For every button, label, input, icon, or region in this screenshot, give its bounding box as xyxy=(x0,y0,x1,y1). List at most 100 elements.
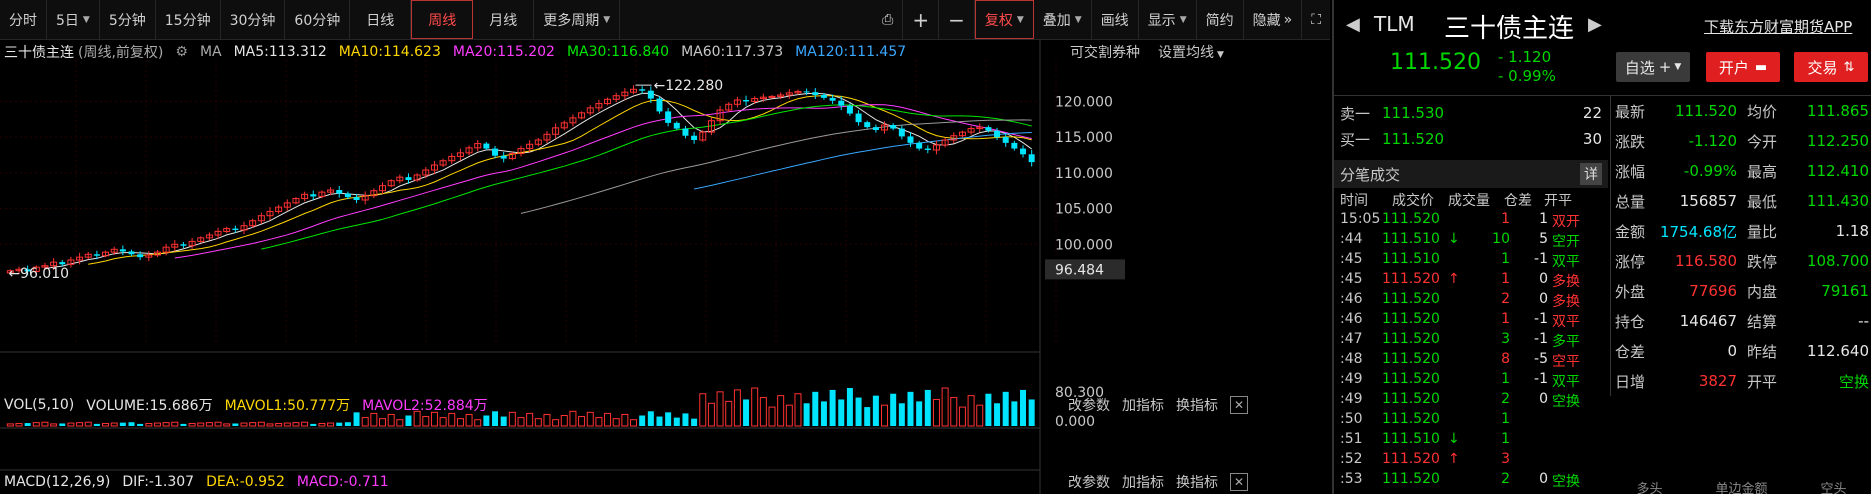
volume-bar xyxy=(318,422,326,427)
trade-button[interactable]: 交易 ⇅ xyxy=(1794,52,1868,82)
candle-body xyxy=(145,254,153,258)
tab-single-side[interactable]: 单边金额 xyxy=(1715,482,1768,494)
tab-fenshi[interactable]: 分时 xyxy=(0,0,47,39)
simple-button[interactable]: 简约 xyxy=(1197,0,1244,39)
volume-bar xyxy=(994,403,1001,426)
ma120-value: MA120:111.457 xyxy=(795,44,907,60)
tick-open-close: 双平 xyxy=(1552,254,1580,270)
candle-body xyxy=(517,148,525,155)
tab-60min[interactable]: 60分钟 xyxy=(285,0,351,39)
tick-row: :48 111.520 8 -5 空平 xyxy=(1334,350,1608,370)
tick-oi-change: -1 xyxy=(1534,251,1548,267)
tick-price: 111.520 xyxy=(1382,371,1440,387)
close-icon[interactable]: ✕ xyxy=(1230,396,1248,414)
kline-chart[interactable]: ←122.280 ←96.010 120.000 115.000 110.000 105… xyxy=(0,40,1330,494)
volume-bar xyxy=(24,423,31,426)
watchlist-label: 自选 xyxy=(1624,58,1655,77)
volume-bar xyxy=(197,422,205,427)
volume-bar xyxy=(500,416,507,426)
volume-bar xyxy=(552,419,560,427)
zoom-out-button[interactable]: − xyxy=(939,0,975,39)
open-account-button[interactable]: 开户 ▬ xyxy=(1706,52,1780,82)
close-icon[interactable]: ✕ xyxy=(1230,473,1248,491)
overlay-button[interactable]: 叠加 ▼ xyxy=(1034,0,1092,39)
gear-icon[interactable]: ⚙ xyxy=(175,44,188,60)
deliverable-bonds-link[interactable]: 可交割券种 xyxy=(1070,45,1140,61)
swap-indicator-button[interactable]: 换指标 xyxy=(1176,398,1218,414)
candle-body xyxy=(699,131,707,141)
candle-body xyxy=(483,143,490,149)
tick-row: :51 111.510 ↓ 1 xyxy=(1334,430,1608,450)
tab-daily[interactable]: 日线 xyxy=(350,0,412,39)
quote-value: 0 xyxy=(1727,342,1737,360)
tick-arrow: ↑ xyxy=(1448,451,1460,467)
draw-line-button[interactable]: 画线 xyxy=(1092,0,1139,39)
tab-long[interactable]: 多头 xyxy=(1636,482,1663,494)
candle-body xyxy=(941,139,949,146)
change-params-button[interactable]: 改参数 xyxy=(1068,398,1110,414)
quote-value: -0.99% xyxy=(1683,162,1737,180)
tick-volume: 1 xyxy=(1501,271,1510,287)
volume-bar xyxy=(396,419,404,427)
tick-oi-change: 5 xyxy=(1539,231,1548,247)
tab-5day[interactable]: 5日 ▼ xyxy=(47,0,100,39)
ma-lines xyxy=(44,92,1032,270)
candle-body xyxy=(214,230,222,236)
quote-key: 最新 xyxy=(1615,102,1646,121)
watchlist-button[interactable]: 自选 + ▼ xyxy=(1616,52,1690,82)
candle-body xyxy=(846,105,853,114)
volume-bar xyxy=(586,411,594,427)
tick-row: :49 111.520 1 -1 双平 xyxy=(1334,370,1608,390)
volume-bar xyxy=(759,397,767,427)
quote-value: 3827 xyxy=(1698,372,1737,390)
zoom-in-button[interactable]: + xyxy=(903,0,940,39)
next-contract-icon[interactable]: ▶ xyxy=(1588,14,1602,35)
tick-price: 111.520 xyxy=(1382,331,1440,347)
candle-body xyxy=(465,147,473,154)
adjust-label: 复权 xyxy=(984,12,1013,29)
swap-indicator-button[interactable]: 换指标 xyxy=(1176,475,1218,491)
tab-30min[interactable]: 30分钟 xyxy=(221,0,286,39)
change-params-button[interactable]: 改参数 xyxy=(1068,475,1110,491)
tab-more-periods[interactable]: 更多周期 ▼ xyxy=(534,0,621,39)
tab-weekly[interactable]: 周线 xyxy=(411,0,474,39)
mavol1-value: MAVOL1:50.777万 xyxy=(224,398,351,414)
tab-5min[interactable]: 5分钟 xyxy=(100,0,156,39)
volume-bar xyxy=(1002,391,1009,426)
candle-body xyxy=(240,225,248,231)
volume-bar xyxy=(924,389,931,426)
chevron-down-icon: ▼ xyxy=(1074,14,1082,25)
quote-value: 77696 xyxy=(1689,282,1737,300)
tick-time: :45 xyxy=(1340,251,1363,267)
volume-bar xyxy=(673,417,680,426)
col-time: 时间 xyxy=(1340,193,1368,209)
candle-body xyxy=(24,269,31,272)
tick-volume: 1 xyxy=(1501,251,1510,267)
candle-body xyxy=(180,244,187,246)
expand-button[interactable]: ⛶ xyxy=(1302,0,1330,39)
ticks-detail-button[interactable]: 详 xyxy=(1580,163,1602,185)
candle-body xyxy=(994,130,1001,138)
hide-button[interactable]: 隐藏» xyxy=(1244,0,1303,39)
ma-label: MA xyxy=(199,44,222,60)
quote-key: 涨跌 xyxy=(1615,132,1646,151)
candle-body xyxy=(838,100,845,106)
add-indicator-button[interactable]: 加指标 xyxy=(1122,475,1164,491)
ma120-line xyxy=(693,132,1032,190)
download-app-link[interactable]: 下载东方财富期货APP xyxy=(1704,18,1853,36)
tab-15min[interactable]: 15分钟 xyxy=(156,0,221,39)
tick-oi-change: -1 xyxy=(1534,331,1548,347)
prev-contract-icon[interactable]: ◀ xyxy=(1346,14,1360,35)
volume-axis-bottom: 0.000 xyxy=(1055,414,1095,430)
tick-time: :49 xyxy=(1340,391,1363,407)
display-button[interactable]: 显示 ▼ xyxy=(1139,0,1197,39)
quote-value: 112.640 xyxy=(1806,342,1869,360)
tab-short[interactable]: 空头 xyxy=(1820,482,1847,494)
quote-table: 最新 111.520 均价 111.865 涨跌 -1.120 今开 112.250 涨幅 -0.… xyxy=(1610,96,1871,396)
tab-monthly[interactable]: 月线 xyxy=(473,0,535,39)
set-ma-link[interactable]: 设置均线 ▼ xyxy=(1158,42,1224,62)
add-indicator-button[interactable]: 加指标 xyxy=(1122,398,1164,414)
tick-row: :45 111.510 1 -1 双平 xyxy=(1334,250,1608,270)
adjust-button[interactable]: 复权 ▼ xyxy=(974,0,1034,39)
lock-button[interactable]: ⎙ xyxy=(873,0,904,39)
